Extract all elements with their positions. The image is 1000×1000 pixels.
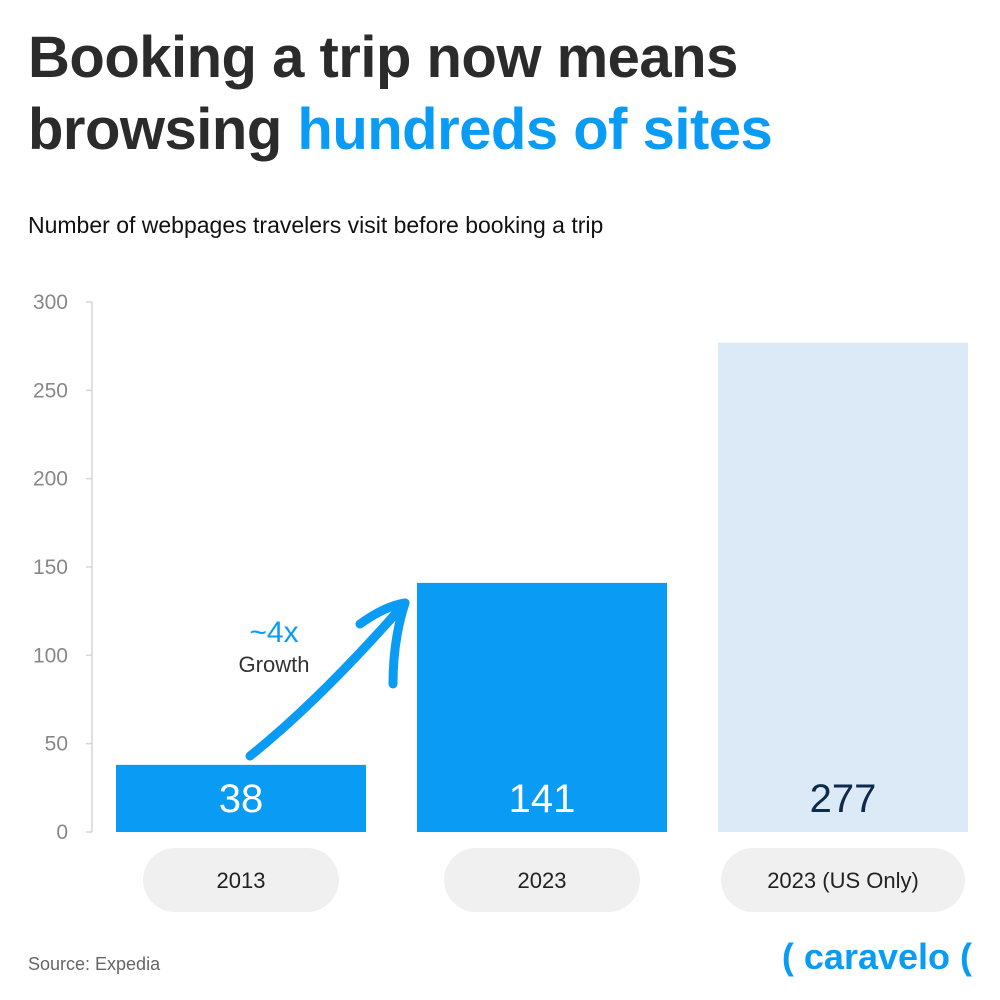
- category-pill: [143, 848, 339, 912]
- chart-title: Booking a trip now means browsing hundre…: [28, 22, 978, 166]
- y-tick-label: 100: [33, 644, 68, 667]
- source-note: Source: Expedia: [28, 954, 161, 974]
- y-tick-label: 50: [45, 733, 68, 756]
- category-label: 2023: [518, 868, 567, 893]
- title-main: Booking a trip now means browsing: [28, 25, 738, 162]
- y-tick-label: 150: [33, 556, 68, 579]
- growth-arrow: [245, 598, 410, 761]
- bar-value-label: 277: [810, 777, 877, 821]
- y-tick-label: 0: [56, 821, 68, 844]
- bar: [718, 342, 968, 832]
- y-tick-label: 200: [33, 468, 68, 491]
- bar: [417, 582, 667, 832]
- bar: [116, 764, 366, 832]
- annotation-value: ~4x: [249, 616, 298, 649]
- title-accent: hundreds of sites: [297, 97, 773, 162]
- category-label: 2023 (US Only): [767, 868, 919, 893]
- growth-arrow-head: [355, 598, 410, 689]
- y-tick-label: 250: [33, 379, 68, 402]
- bar-value-label: 141: [509, 777, 576, 821]
- y-tick-label: 300: [33, 291, 68, 314]
- annotation-label: Growth: [239, 652, 310, 677]
- category-label: 2013: [217, 868, 266, 893]
- bar-value-label: 38: [219, 777, 264, 821]
- category-pill: [444, 848, 640, 912]
- chart-subtitle: Number of webpages travelers visit befor…: [28, 212, 604, 238]
- brand-logo: ( caravelo (: [781, 936, 972, 977]
- category-pill: [721, 848, 965, 912]
